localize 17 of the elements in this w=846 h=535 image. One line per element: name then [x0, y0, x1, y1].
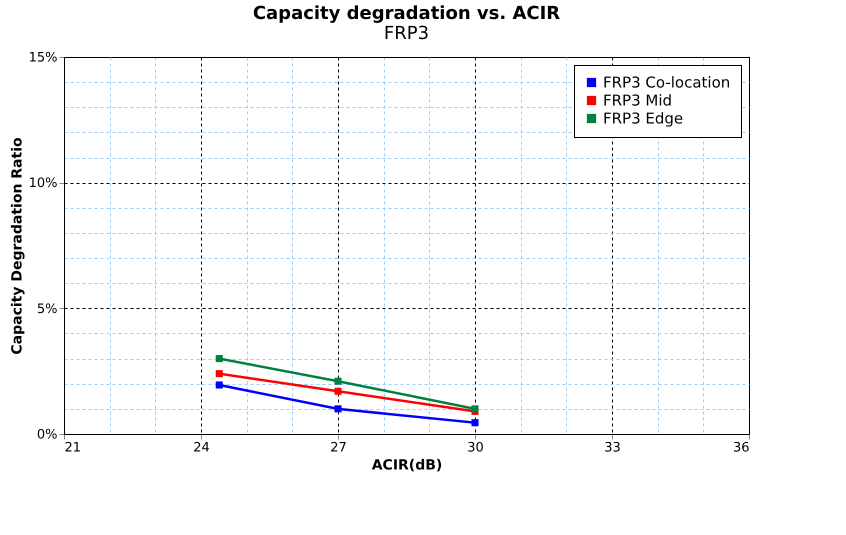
legend-label: FRP3 Edge — [603, 110, 684, 128]
x-axis-title: ACIR(dB) — [372, 458, 442, 474]
x-tick-label: 27 — [330, 440, 347, 456]
y-tick-label: 15% — [28, 50, 58, 66]
x-tick-label: 30 — [467, 440, 484, 456]
x-tick-label: 24 — [193, 440, 210, 456]
y-axis-title: Capacity Degradation Ratio — [10, 137, 26, 355]
legend-label: FRP3 Co-location — [603, 74, 730, 92]
y-tick-label: 10% — [28, 176, 58, 192]
x-tick-label: 36 — [732, 440, 750, 456]
legend-label: FRP3 Mid — [603, 92, 672, 110]
y-tick-label: 0% — [36, 428, 58, 442]
chart-title: Capacity degradation vs. ACIR — [252, 3, 560, 24]
x-tick-label: 21 — [64, 440, 82, 456]
chart-subtitle: FRP3 — [384, 23, 430, 44]
x-tick-label: 33 — [604, 440, 621, 456]
y-tick-label: 5% — [36, 302, 58, 317]
